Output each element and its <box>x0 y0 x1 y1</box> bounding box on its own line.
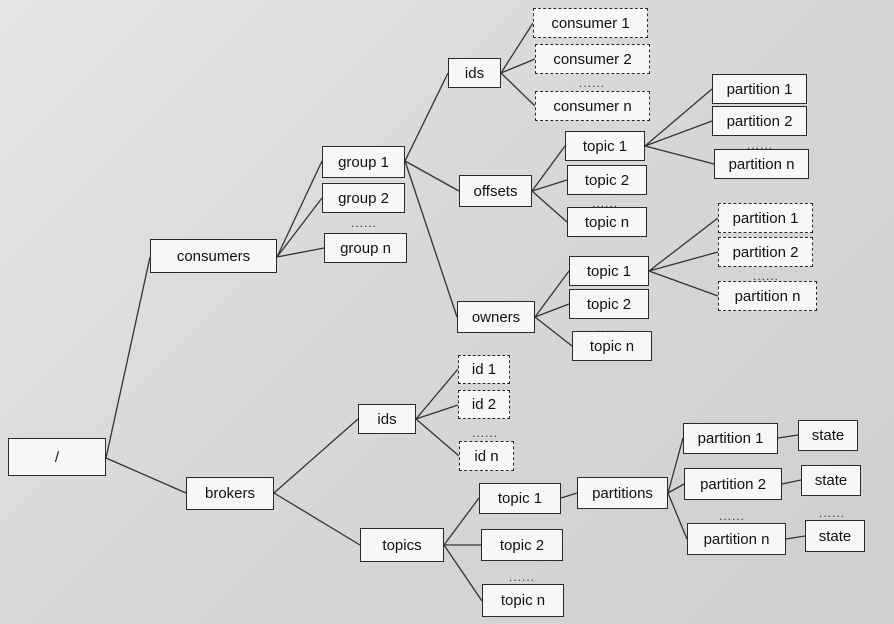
consumers-node: consumers <box>150 239 277 273</box>
broker-topic-2-node: topic 2 <box>481 529 563 561</box>
owners-partition-1-node: partition 1 <box>718 203 813 233</box>
broker-ids-node: ids <box>358 404 416 434</box>
broker-topic-1-node: topic 1 <box>479 483 561 514</box>
owners-topic-1-node: topic 1 <box>569 256 649 286</box>
offsets-topic-ellipsis: ...... <box>591 196 618 210</box>
consumer-ellipsis: ...... <box>578 76 605 90</box>
broker-id-ellipsis: ...... <box>471 426 498 440</box>
root-node: / <box>8 438 106 476</box>
broker-partition-n-node: partition n <box>687 523 786 555</box>
offsets-topic-1-node: topic 1 <box>565 131 645 161</box>
offsets-topic-2-node: topic 2 <box>567 165 647 195</box>
broker-topics-node: topics <box>360 528 444 562</box>
state-2-node: state <box>801 465 861 496</box>
brokers-node: brokers <box>186 477 274 510</box>
offsets-partition-1-node: partition 1 <box>712 74 807 104</box>
group-1-node: group 1 <box>322 146 405 178</box>
state-n-node: state <box>805 520 865 552</box>
broker-partition-ellipsis: ...... <box>718 509 745 523</box>
owners-topic-n-node: topic n <box>572 331 652 361</box>
group-ellipsis: ...... <box>350 216 377 230</box>
consumer-n-node: consumer n <box>535 91 650 121</box>
consumer-ids-node: ids <box>448 58 501 88</box>
partitions-node: partitions <box>577 477 668 509</box>
owners-node: owners <box>457 301 535 333</box>
consumer-1-node: consumer 1 <box>533 8 648 38</box>
group-2-node: group 2 <box>322 183 405 213</box>
owners-topic-2-node: topic 2 <box>569 289 649 319</box>
group-n-node: group n <box>324 233 407 263</box>
owners-partition-2-node: partition 2 <box>718 237 813 267</box>
offsets-topic-n-node: topic n <box>567 207 647 237</box>
broker-partition-1-node: partition 1 <box>683 423 778 454</box>
offsets-partition-2-node: partition 2 <box>712 106 807 136</box>
broker-id-n-node: id n <box>459 441 514 471</box>
state-1-node: state <box>798 420 858 451</box>
broker-id-1-node: id 1 <box>458 355 510 384</box>
owners-partition-n-node: partition n <box>718 281 817 311</box>
broker-topic-ellipsis: ...... <box>508 570 535 584</box>
owners-partition-ellipsis: ...... <box>752 269 779 283</box>
broker-id-2-node: id 2 <box>458 390 510 419</box>
broker-partition-2-node: partition 2 <box>684 468 782 500</box>
offsets-partition-ellipsis: ...... <box>746 138 773 152</box>
consumer-2-node: consumer 2 <box>535 44 650 74</box>
state-ellipsis: ...... <box>818 506 845 520</box>
offsets-node: offsets <box>459 175 532 207</box>
broker-topic-n-node: topic n <box>482 584 564 617</box>
offsets-partition-n-node: partition n <box>714 149 809 179</box>
